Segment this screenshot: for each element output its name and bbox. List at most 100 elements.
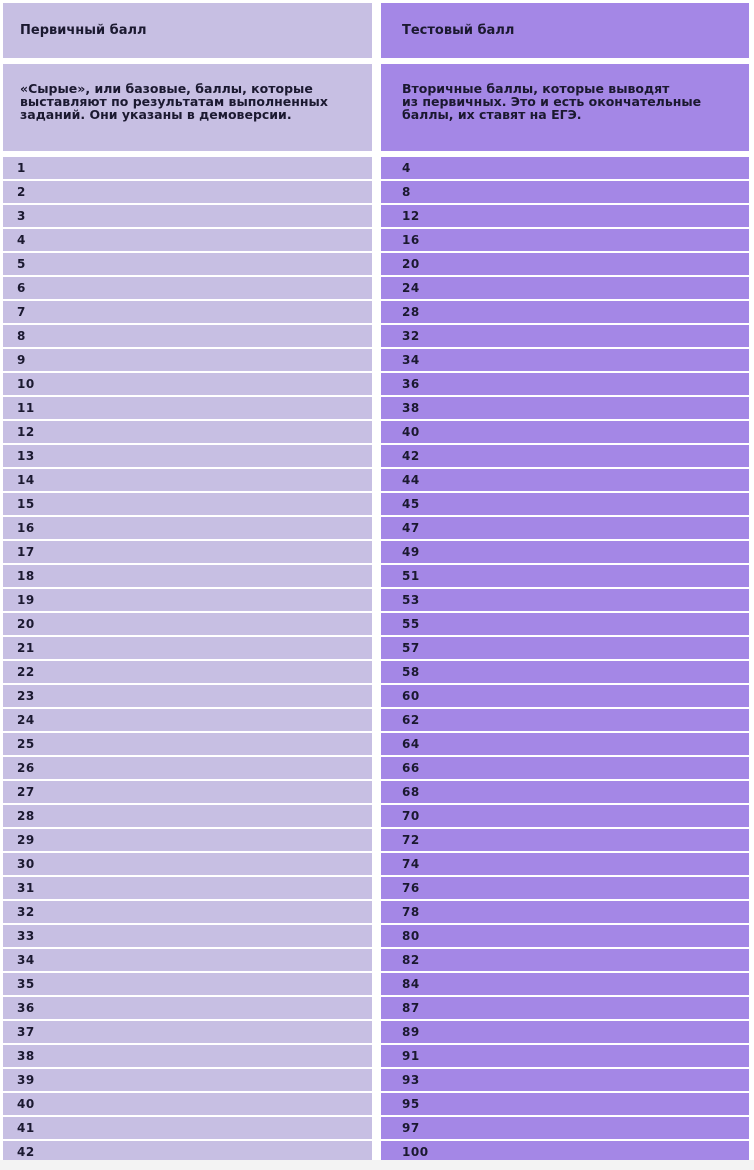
primary-score-cell: 36 (3, 997, 372, 1019)
primary-description-line: «Сырые», или базовые, баллы, которые (20, 81, 313, 96)
test-score-cell: 28 (381, 301, 749, 323)
primary-score-cell: 31 (3, 877, 372, 899)
table-row: 33 80 (3, 925, 749, 947)
test-score-cell: 72 (381, 829, 749, 851)
test-score-cell: 24 (381, 277, 749, 299)
table-row: 4 16 (3, 229, 749, 251)
test-description-line: баллы, их ставят на ЕГЭ. (402, 107, 582, 122)
score-rows: 1 4 2 8 3 12 4 16 5 20 6 24 7 28 8 32 9 34 10 36 11 38 12 40 13 4… (3, 157, 749, 1165)
primary-description-line: заданий. Они указаны в демоверсии. (20, 107, 292, 122)
table-row: 9 34 (3, 349, 749, 371)
test-score-cell: 16 (381, 229, 749, 251)
test-score-cell: 12 (381, 205, 749, 227)
table-row: 30 74 (3, 853, 749, 875)
test-score-cell: 45 (381, 493, 749, 515)
test-score-cell: 38 (381, 397, 749, 419)
test-score-cell: 91 (381, 1045, 749, 1067)
primary-score-cell: 42 (3, 1141, 372, 1163)
table-row: 31 76 (3, 877, 749, 899)
primary-score-cell: 15 (3, 493, 372, 515)
primary-description-line: выставляют по результатам выполненных (20, 94, 328, 109)
test-score-cell: 62 (381, 709, 749, 731)
table-row: 14 44 (3, 469, 749, 491)
table-row: 29 72 (3, 829, 749, 851)
test-score-cell: 93 (381, 1069, 749, 1091)
test-score-cell: 55 (381, 613, 749, 635)
primary-score-cell: 29 (3, 829, 372, 851)
table-row: 11 38 (3, 397, 749, 419)
test-score-cell: 64 (381, 733, 749, 755)
test-score-cell: 95 (381, 1093, 749, 1115)
table-row: 3 12 (3, 205, 749, 227)
test-score-cell: 87 (381, 997, 749, 1019)
test-score-cell: 66 (381, 757, 749, 779)
test-score-cell: 89 (381, 1021, 749, 1043)
primary-score-cell: 22 (3, 661, 372, 683)
primary-score-cell: 1 (3, 157, 372, 179)
primary-score-header: Первичный балл (3, 3, 372, 58)
primary-score-cell: 35 (3, 973, 372, 995)
test-score-cell: 40 (381, 421, 749, 443)
primary-score-cell: 14 (3, 469, 372, 491)
test-score-cell: 97 (381, 1117, 749, 1139)
primary-score-cell: 6 (3, 277, 372, 299)
table-row: 40 95 (3, 1093, 749, 1115)
table-row: 12 40 (3, 421, 749, 443)
table-row: 22 58 (3, 661, 749, 683)
table-row: 21 57 (3, 637, 749, 659)
test-score-cell: 47 (381, 517, 749, 539)
primary-score-cell: 11 (3, 397, 372, 419)
primary-score-cell: 5 (3, 253, 372, 275)
primary-score-cell: 27 (3, 781, 372, 803)
table-row: 19 53 (3, 589, 749, 611)
test-score-cell: 58 (381, 661, 749, 683)
test-score-header: Тестовый балл (381, 3, 749, 58)
test-score-cell: 49 (381, 541, 749, 563)
table-row: 41 97 (3, 1117, 749, 1139)
table-row: 24 62 (3, 709, 749, 731)
primary-score-cell: 4 (3, 229, 372, 251)
test-score-cell: 53 (381, 589, 749, 611)
primary-score-cell: 37 (3, 1021, 372, 1043)
test-score-cell: 34 (381, 349, 749, 371)
test-score-cell: 8 (381, 181, 749, 203)
table-row: 23 60 (3, 685, 749, 707)
primary-score-cell: 12 (3, 421, 372, 443)
table-row: 36 87 (3, 997, 749, 1019)
primary-score-description: «Сырые», или базовые, баллы, которые выс… (3, 64, 372, 151)
table-row: 6 24 (3, 277, 749, 299)
test-score-cell: 76 (381, 877, 749, 899)
primary-score-cell: 28 (3, 805, 372, 827)
footer-strip (0, 1160, 754, 1170)
score-conversion-table: Первичный балл Тестовый балл «Сырые», ил… (3, 3, 749, 1163)
primary-score-cell: 18 (3, 565, 372, 587)
table-row: 13 42 (3, 445, 749, 467)
test-score-cell: 84 (381, 973, 749, 995)
primary-score-cell: 7 (3, 301, 372, 323)
table-row: 25 64 (3, 733, 749, 755)
primary-score-cell: 26 (3, 757, 372, 779)
test-score-cell: 20 (381, 253, 749, 275)
primary-score-cell: 3 (3, 205, 372, 227)
table-row: 15 45 (3, 493, 749, 515)
primary-score-cell: 33 (3, 925, 372, 947)
table-row: 26 66 (3, 757, 749, 779)
primary-score-cell: 13 (3, 445, 372, 467)
test-score-cell: 60 (381, 685, 749, 707)
table-row: 5 20 (3, 253, 749, 275)
table-row: 34 82 (3, 949, 749, 971)
primary-score-cell: 38 (3, 1045, 372, 1067)
table-row: 32 78 (3, 901, 749, 923)
primary-score-cell: 23 (3, 685, 372, 707)
primary-score-cell: 24 (3, 709, 372, 731)
test-score-cell: 80 (381, 925, 749, 947)
table-row: 7 28 (3, 301, 749, 323)
test-score-cell: 51 (381, 565, 749, 587)
primary-score-cell: 40 (3, 1093, 372, 1115)
test-score-cell: 74 (381, 853, 749, 875)
test-score-cell: 68 (381, 781, 749, 803)
test-score-cell: 100 (381, 1141, 749, 1163)
primary-score-cell: 25 (3, 733, 372, 755)
table-row: 17 49 (3, 541, 749, 563)
